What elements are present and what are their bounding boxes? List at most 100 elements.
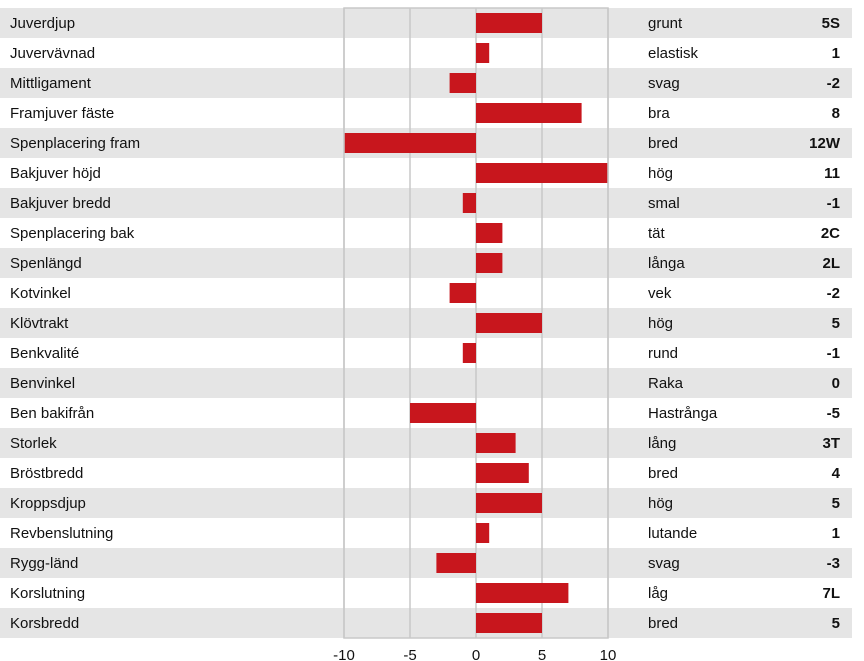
row-background bbox=[0, 428, 852, 458]
category-label: Benvinkel bbox=[10, 375, 75, 392]
row-background bbox=[0, 308, 852, 338]
value-label: 12W bbox=[809, 135, 841, 152]
category-label: Korsbredd bbox=[10, 615, 79, 632]
bar bbox=[476, 103, 582, 123]
category-label: Storlek bbox=[10, 435, 57, 452]
value-label: 5 bbox=[832, 495, 840, 512]
value-label: 0 bbox=[832, 375, 840, 392]
value-label: -1 bbox=[827, 345, 840, 362]
bar bbox=[476, 583, 569, 603]
descriptor-label: elastisk bbox=[648, 45, 699, 62]
value-label: 5 bbox=[832, 315, 840, 332]
x-tick-label: -5 bbox=[403, 647, 416, 661]
value-label: 2L bbox=[822, 255, 840, 272]
category-label: Benkvalité bbox=[10, 345, 79, 362]
descriptor-label: grunt bbox=[648, 15, 683, 32]
category-label: Bakjuver höjd bbox=[10, 165, 101, 182]
bar bbox=[462, 343, 476, 363]
value-label: 5 bbox=[832, 615, 840, 632]
descriptor-label: bred bbox=[648, 135, 678, 152]
descriptor-label: lutande bbox=[648, 525, 697, 542]
bar bbox=[476, 163, 608, 183]
value-label: -2 bbox=[827, 75, 840, 92]
bar bbox=[436, 553, 476, 573]
row-background bbox=[0, 488, 852, 518]
bar bbox=[344, 133, 476, 153]
descriptor-label: svag bbox=[648, 555, 680, 572]
bar bbox=[476, 463, 529, 483]
value-label: 4 bbox=[832, 465, 841, 482]
value-label: 3T bbox=[822, 435, 840, 452]
category-label: Juvervävnad bbox=[10, 45, 95, 62]
x-tick-label: -10 bbox=[333, 647, 355, 661]
category-label: Rygg-länd bbox=[10, 555, 78, 572]
category-label: Framjuver fäste bbox=[10, 105, 114, 122]
category-label: Kroppsdjup bbox=[10, 495, 86, 512]
value-label: 8 bbox=[832, 105, 840, 122]
category-label: Spenplacering fram bbox=[10, 135, 140, 152]
category-label: Korslutning bbox=[10, 585, 85, 602]
descriptor-label: tät bbox=[648, 225, 666, 242]
category-label: Mittligament bbox=[10, 75, 92, 92]
descriptor-label: svag bbox=[648, 75, 680, 92]
bar bbox=[410, 403, 476, 423]
descriptor-label: Hastrånga bbox=[648, 405, 718, 422]
x-tick-label: 5 bbox=[538, 647, 546, 661]
x-tick-label: 0 bbox=[472, 647, 480, 661]
category-label: Spenlängd bbox=[10, 255, 82, 272]
bar bbox=[476, 523, 490, 543]
row-background bbox=[0, 68, 852, 98]
value-label: -2 bbox=[827, 285, 840, 302]
descriptor-label: låg bbox=[648, 585, 668, 602]
descriptor-label: Raka bbox=[648, 375, 684, 392]
descriptor-label: rund bbox=[648, 345, 678, 362]
descriptor-label: vek bbox=[648, 285, 672, 302]
row-background bbox=[0, 548, 852, 578]
row-background bbox=[0, 248, 852, 278]
descriptor-label: hög bbox=[648, 315, 673, 332]
value-label: 5S bbox=[822, 15, 840, 32]
descriptor-label: smal bbox=[648, 195, 680, 212]
value-label: -3 bbox=[827, 555, 840, 572]
value-label: 1 bbox=[832, 45, 840, 62]
category-label: Revbenslutning bbox=[10, 525, 113, 542]
category-label: Bröstbredd bbox=[10, 465, 83, 482]
value-label: -1 bbox=[827, 195, 840, 212]
x-tick-label: 10 bbox=[600, 647, 617, 661]
descriptor-label: bred bbox=[648, 465, 678, 482]
bar bbox=[476, 223, 503, 243]
descriptor-label: långa bbox=[648, 255, 685, 272]
plot-border bbox=[343, 7, 609, 639]
bar bbox=[476, 253, 503, 273]
category-label: Juverdjup bbox=[10, 15, 75, 32]
bar bbox=[476, 43, 490, 63]
category-label: Spenplacering bak bbox=[10, 225, 135, 242]
bar bbox=[476, 313, 542, 333]
category-label: Ben bakifrån bbox=[10, 405, 94, 422]
value-label: 1 bbox=[832, 525, 840, 542]
bar bbox=[449, 73, 476, 93]
row-background bbox=[0, 188, 852, 218]
descriptor-label: hög bbox=[648, 165, 673, 182]
descriptor-label: hög bbox=[648, 495, 673, 512]
row-background bbox=[0, 608, 852, 638]
descriptor-label: lång bbox=[648, 435, 676, 452]
bar bbox=[476, 13, 542, 33]
bar bbox=[476, 493, 542, 513]
bar bbox=[476, 433, 516, 453]
row-background bbox=[0, 368, 852, 398]
descriptor-label: bred bbox=[648, 615, 678, 632]
value-label: -5 bbox=[827, 405, 840, 422]
category-label: Klövtrakt bbox=[10, 315, 69, 332]
row-background bbox=[0, 8, 852, 38]
bar bbox=[476, 613, 542, 633]
value-label: 2C bbox=[821, 225, 840, 242]
value-label: 7L bbox=[822, 585, 840, 602]
category-label: Bakjuver bredd bbox=[10, 195, 111, 212]
value-label: 11 bbox=[824, 165, 840, 182]
category-label: Kotvinkel bbox=[10, 285, 71, 302]
bar bbox=[449, 283, 476, 303]
bar bbox=[462, 193, 476, 213]
descriptor-label: bra bbox=[648, 105, 670, 122]
